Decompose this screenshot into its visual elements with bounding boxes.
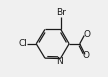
Text: Cl: Cl [18, 39, 27, 48]
Text: O: O [83, 51, 90, 60]
Text: Br: Br [56, 8, 66, 17]
Text: O: O [83, 30, 90, 39]
Text: N: N [56, 57, 63, 66]
